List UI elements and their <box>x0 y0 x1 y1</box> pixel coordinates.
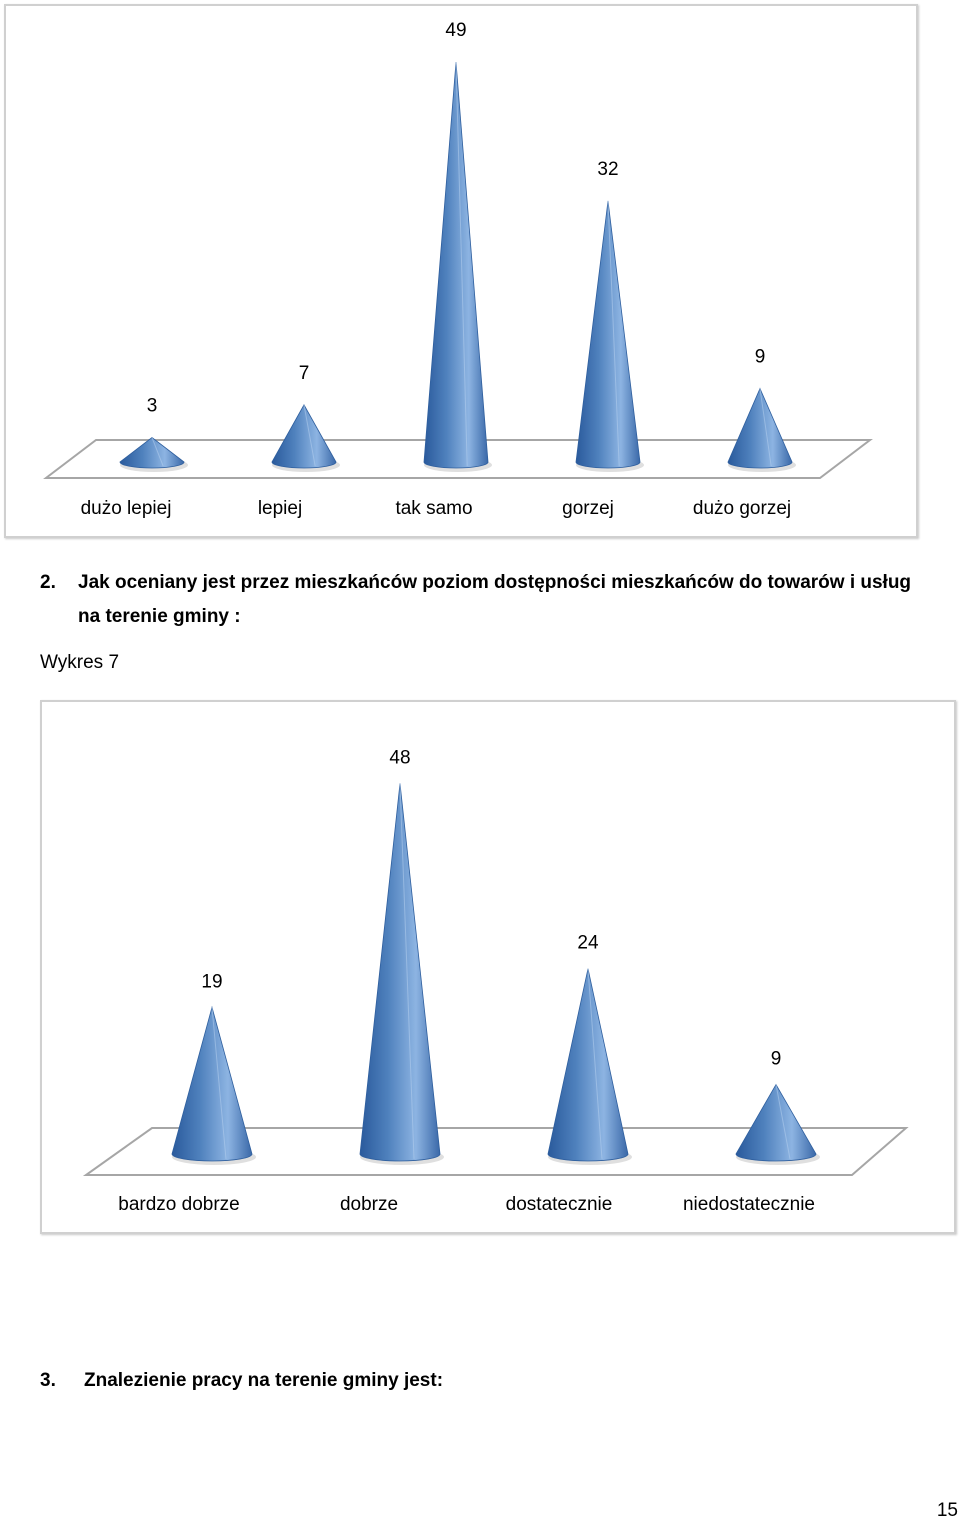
category-label: dostatecznie <box>506 1194 613 1215</box>
category-label: niedostatecznie <box>683 1194 815 1215</box>
question-2-heading: 2. Jak oceniany jest przez mieszkańców po… <box>40 566 960 634</box>
figure-label: Wykres 7 <box>40 652 120 673</box>
chart-1-plot: 3 dużo lepiej 7 lepiej 49 tak samo 32 gorzej 9 du… <box>43 20 873 519</box>
data-label: 49 <box>445 20 466 41</box>
question-3-heading: 3. Znalezienie pracy na terenie gminy jes… <box>40 1370 443 1392</box>
cone-bar <box>735 1083 820 1165</box>
cone-bar <box>171 1005 256 1165</box>
page-number: 15 <box>936 1500 958 1521</box>
cone-bar <box>271 404 340 472</box>
data-label: 32 <box>597 159 618 180</box>
category-label: dużo lepiej <box>81 498 172 519</box>
chart-2: 19 bardzo dobrze 48 dobrze 24 dostatecznie 9 ni… <box>40 700 956 1234</box>
chart-1: 3 dużo lepiej 7 lepiej 49 tak samo 32 gorzej 9 du… <box>4 4 918 538</box>
data-label: 19 <box>201 971 222 992</box>
cone-bar <box>575 200 644 472</box>
question-2-text-line2: na terenie gminy : <box>78 606 241 627</box>
question-3-number: 3. <box>40 1370 56 1391</box>
cone-bar <box>423 62 492 472</box>
category-label: dobrze <box>340 1194 398 1215</box>
question-3-text: Znalezienie pracy na terenie gminy jest: <box>84 1370 444 1391</box>
data-label: 3 <box>147 396 158 417</box>
cone-bar <box>359 783 444 1165</box>
data-label: 7 <box>299 363 310 384</box>
chart-floor <box>82 1127 909 1176</box>
data-label: 48 <box>389 747 410 768</box>
cone-bar <box>547 968 632 1165</box>
category-label: lepiej <box>258 498 302 519</box>
data-label: 24 <box>577 933 599 954</box>
data-label: 9 <box>755 347 766 368</box>
question-2-number: 2. <box>40 572 56 593</box>
question-2-text-line1: Jak oceniany jest przez mieszkańców pozi… <box>78 572 912 593</box>
cone-bar <box>727 387 796 472</box>
category-label: dużo gorzej <box>693 498 791 519</box>
data-label: 9 <box>771 1049 782 1070</box>
category-label: bardzo dobrze <box>118 1194 239 1215</box>
category-label: tak samo <box>395 498 472 519</box>
category-label: gorzej <box>562 498 614 519</box>
chart-2-plot: 19 bardzo dobrze 48 dobrze 24 dostatecznie 9 ni… <box>82 747 909 1215</box>
cone-bar <box>119 437 188 472</box>
